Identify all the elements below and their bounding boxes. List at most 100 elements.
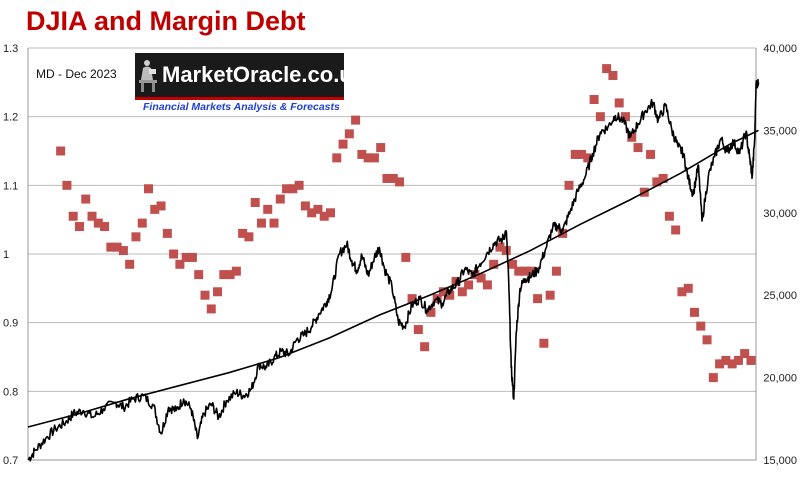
left-tick-label: 1.2 (3, 112, 18, 124)
djia-trend-line (27, 129, 759, 428)
margin-debt-point (426, 307, 436, 317)
margin-debt-point (702, 335, 712, 345)
margin-debt-point (282, 184, 292, 194)
margin-debt-point (388, 173, 398, 183)
margin-debt-point (338, 139, 348, 149)
margin-debt-point (112, 242, 122, 252)
margin-debt-point (715, 359, 725, 369)
left-tick-label: 0.9 (3, 318, 18, 330)
margin-debt-point (357, 149, 367, 159)
margin-debt-point (288, 184, 298, 194)
margin-debt-point (200, 290, 210, 300)
margin-debt-point (589, 95, 599, 104)
margin-debt-point (74, 222, 84, 232)
margin-debt-point (100, 222, 110, 232)
margin-debt-point (608, 70, 618, 80)
left-tick-label: 0.7 (3, 455, 18, 467)
margin-debt-point (495, 242, 505, 252)
margin-debt-point (689, 307, 699, 317)
margin-debt-point (332, 153, 342, 163)
margin-debt-point (231, 266, 241, 276)
margin-debt-point (401, 252, 411, 262)
margin-debt-point (351, 115, 361, 125)
margin-debt-point (551, 266, 561, 276)
left-tick-label: 0.8 (3, 386, 18, 398)
margin-debt-point (238, 228, 248, 238)
margin-debt-point (307, 208, 317, 218)
margin-debt-point (539, 338, 549, 348)
margin-debt-point (250, 198, 260, 207)
margin-debt-point (577, 149, 587, 159)
margin-debt-point (382, 173, 392, 183)
margin-debt-point (106, 242, 116, 252)
margin-debt-point (125, 259, 135, 269)
margin-debt-point (595, 112, 605, 122)
right-tick-label: 40,000 (763, 43, 797, 55)
djia-line (27, 78, 760, 462)
margin-debt-point (564, 180, 574, 190)
margin-debt-point (570, 149, 580, 159)
chart-title: DJIA and Margin Debt (26, 6, 306, 36)
margin-debt-point (646, 149, 656, 159)
margin-debt-point (420, 342, 430, 352)
margin-debt-point (56, 146, 66, 156)
margin-debt-point (746, 355, 756, 365)
margin-debt-point (118, 246, 128, 256)
margin-debt-point (438, 287, 448, 297)
margin-debt-point (526, 266, 536, 276)
margin-debt-point (344, 129, 354, 139)
logo-tagline-bg (135, 100, 344, 113)
margin-debt-point (300, 201, 310, 211)
margin-debt-point (514, 266, 524, 276)
margin-debt-point (614, 98, 624, 108)
margin-debt-point (363, 153, 373, 163)
margin-debt-point (464, 280, 474, 290)
margin-debt-point (81, 194, 91, 204)
margin-debt-point (520, 266, 530, 276)
margin-debt-point (275, 194, 285, 204)
margin-debt-point (131, 232, 141, 242)
margin-debt-point (256, 218, 266, 228)
logo-brand: MarketOracle.co.uk (162, 62, 366, 87)
margin-debt-point (68, 211, 78, 221)
margin-debt-point (376, 143, 386, 153)
margin-debt-point (206, 304, 216, 314)
margin-debt-point (175, 259, 185, 269)
margin-debt-point (369, 153, 379, 163)
right-tick-label: 30,000 (763, 208, 797, 220)
left-tick-label: 1 (3, 249, 9, 261)
annotation-label: MD - Dec 2023 (36, 67, 117, 81)
margin-debt-point (395, 177, 405, 187)
margin-debt-point (244, 232, 254, 242)
margin-debt-point (733, 355, 743, 365)
margin-debt-point (181, 252, 191, 262)
margin-debt-point (213, 287, 223, 297)
margin-debt-point (269, 218, 279, 228)
margin-debt-point (708, 373, 718, 383)
margin-debt-series (56, 64, 756, 383)
margin-debt-point (457, 287, 467, 297)
margin-debt-point (219, 270, 229, 280)
margin-debt-point (225, 270, 235, 280)
logo-banner (135, 53, 344, 97)
margin-debt-point (62, 180, 72, 190)
margin-debt-point (583, 153, 593, 163)
margin-debt-point (263, 204, 273, 214)
margin-debt-point (169, 249, 179, 259)
margin-debt-point (671, 225, 681, 235)
margin-debt-point (602, 64, 612, 74)
margin-debt-point (620, 112, 630, 122)
margin-debt-point (445, 290, 455, 300)
left-tick-label: 1.1 (3, 180, 18, 192)
margin-debt-point (740, 349, 750, 359)
margin-debt-point (162, 228, 172, 238)
margin-debt-point (187, 252, 197, 262)
margin-debt-point (87, 211, 97, 221)
margin-debt-point (683, 283, 693, 293)
logo-rule (135, 97, 344, 100)
margin-debt-point (664, 211, 674, 221)
margin-debt-point (476, 273, 486, 283)
margin-debt-point (633, 143, 643, 153)
margin-debt-point (696, 321, 706, 331)
